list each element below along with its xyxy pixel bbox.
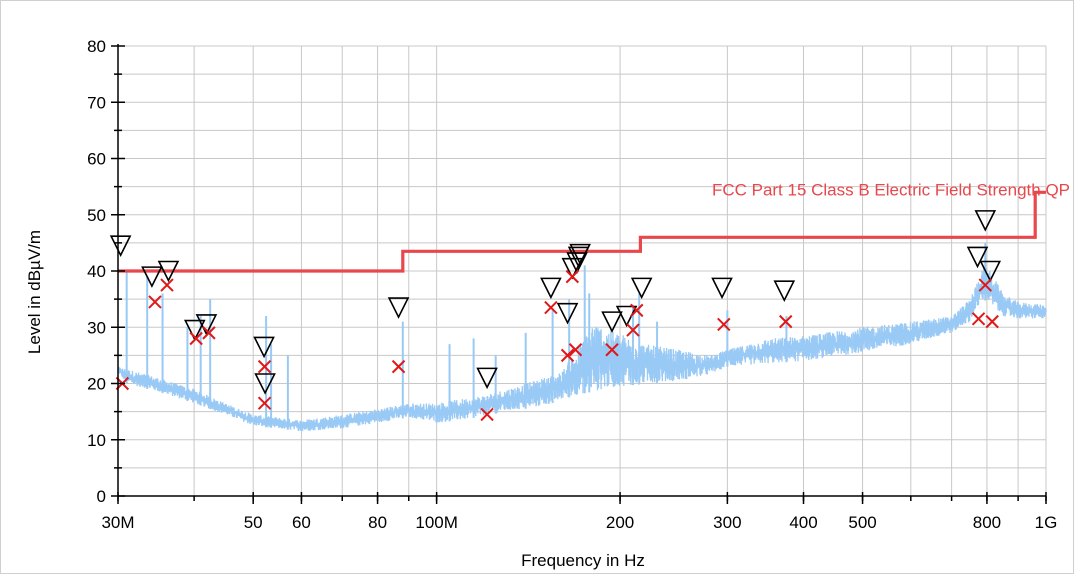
y-tick-label: 10 <box>87 431 106 450</box>
qp-marker <box>391 359 406 374</box>
peak-marker <box>254 373 276 395</box>
x-tick-label: 800 <box>973 513 1001 532</box>
spectrum-trace <box>117 242 1047 432</box>
qp-marker <box>626 323 640 337</box>
qp-marker <box>630 303 644 318</box>
x-tick-label: 30M <box>101 513 134 532</box>
y-axis-label: Level in dBµV/m <box>25 230 44 354</box>
limit-polyline <box>118 190 1046 273</box>
qp-marker <box>568 343 583 357</box>
peak-marker <box>476 367 498 390</box>
peak-marker <box>184 319 206 342</box>
y-tick-label: 50 <box>87 206 106 225</box>
peak-marker <box>253 336 275 359</box>
qp-marker <box>560 348 575 363</box>
axes: 0 10 20 30 40 50 60 70 80 30M 50 60 80 100M 200 300 400 5… <box>87 37 1057 532</box>
x-tick-label: 60 <box>292 513 311 532</box>
peak-marker <box>387 297 410 319</box>
peak-marker <box>966 246 989 269</box>
limit-line-label: FCC Part 15 Class B Electric Field Stren… <box>712 180 1070 199</box>
x-axis-label: Frequency in Hz <box>521 551 645 570</box>
peak-marker <box>711 277 733 300</box>
x-tick-label: 50 <box>244 513 263 532</box>
x-tick-label: 100M <box>415 513 458 532</box>
qp-marker <box>189 331 203 346</box>
x-tick-label: 80 <box>368 513 387 532</box>
x-tick-label: 200 <box>606 513 634 532</box>
peak-marker <box>569 243 591 266</box>
qp-marker <box>779 314 793 329</box>
peak-marker <box>974 210 997 232</box>
peak-marker <box>141 266 163 288</box>
peak-marker <box>630 277 653 300</box>
qp-marker <box>148 295 162 309</box>
peak-marker <box>566 252 588 274</box>
peak-marker <box>540 277 562 300</box>
peak-marker <box>195 314 218 336</box>
qp-marker <box>257 359 272 374</box>
y-tick-label: 60 <box>87 150 106 169</box>
qp-marker <box>565 269 580 284</box>
x-tick-label: 400 <box>789 513 817 532</box>
peak-marker <box>157 260 180 283</box>
qp-marker <box>971 312 986 326</box>
y-tick-label: 20 <box>87 375 106 394</box>
spectrum-line <box>117 265 1047 432</box>
peak-marker <box>556 302 579 325</box>
qp-marker <box>257 396 272 410</box>
limit-line: FCC Part 15 Class B Electric Field Stren… <box>118 180 1070 273</box>
y-tick-label: 30 <box>87 318 106 337</box>
y-tick-label: 70 <box>87 93 106 112</box>
markers <box>109 210 1002 422</box>
qp-marker <box>717 317 731 332</box>
qp-marker <box>480 407 494 422</box>
y-tick-label: 40 <box>87 262 106 281</box>
qp-marker <box>605 343 619 357</box>
qp-marker <box>160 278 174 292</box>
y-tick-label: 80 <box>87 37 106 56</box>
peak-marker <box>561 257 584 280</box>
peak-marker <box>109 235 132 257</box>
peak-marker <box>601 311 623 333</box>
qp-marker <box>978 278 992 292</box>
x-tick-label: 300 <box>713 513 741 532</box>
qp-marker <box>544 300 558 315</box>
qp-marker <box>202 326 216 340</box>
qp-marker <box>985 314 999 329</box>
x-tick-label: 1G <box>1035 513 1058 532</box>
peak-marker <box>773 280 796 302</box>
peak-marker <box>979 260 1002 283</box>
x-tick-label: 500 <box>848 513 876 532</box>
y-tick-label: 0 <box>97 487 106 506</box>
